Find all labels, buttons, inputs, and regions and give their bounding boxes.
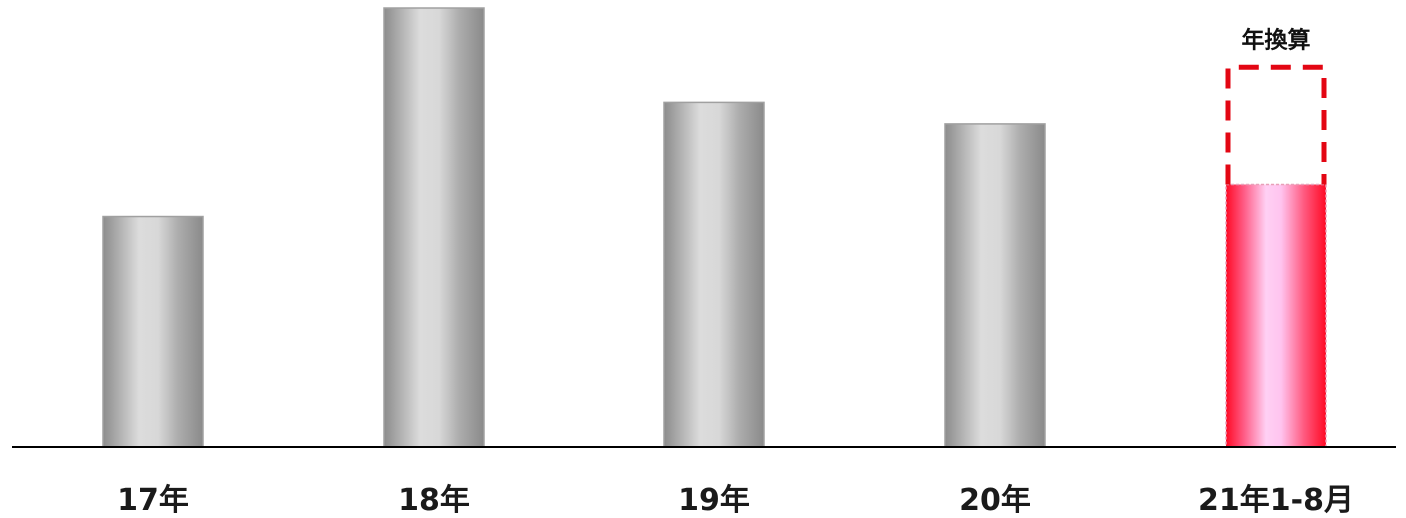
- bar-1: [102, 215, 204, 448]
- bar-5: [1225, 183, 1327, 448]
- bar-2: [383, 7, 485, 448]
- bar-3: [663, 101, 765, 448]
- annualized-label: 年換算: [1242, 26, 1311, 53]
- x-tick-label: 19年: [678, 483, 750, 518]
- x-tick-label: 21年1-8月: [1198, 483, 1354, 518]
- x-tick-labels: 17年 18年 19年 20年 21年1-8月: [117, 483, 1354, 518]
- x-tick-label: 17年: [117, 483, 189, 518]
- bars-layer: [102, 7, 1327, 448]
- annualized-dashed-outline: [1225, 64, 1327, 185]
- x-tick-label: 18年: [398, 483, 470, 518]
- annotation-layer: 年換算: [1225, 26, 1327, 185]
- bar-4: [944, 123, 1046, 448]
- x-tick-label: 20年: [959, 483, 1031, 518]
